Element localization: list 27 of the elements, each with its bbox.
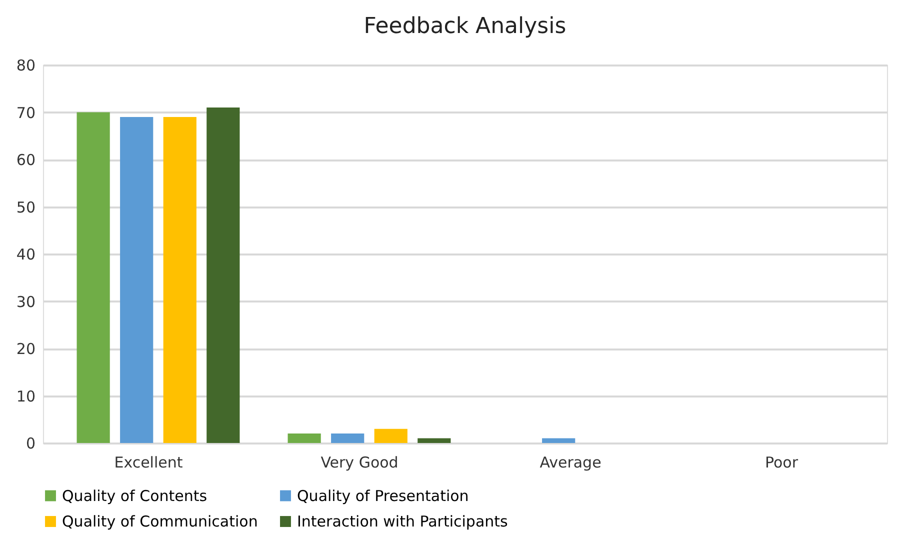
bar	[120, 116, 154, 443]
y-tick-label: 60	[16, 151, 36, 169]
y-tick-label: 80	[16, 56, 36, 74]
legend-label: Quality of Communication	[62, 512, 258, 530]
x-tick-label: Poor	[764, 454, 799, 472]
x-tick-label: Excellent	[114, 454, 183, 472]
bar	[418, 438, 451, 443]
y-tick-label: 20	[16, 340, 36, 358]
bar	[374, 428, 408, 443]
legend-label: Quality of Contents	[62, 486, 208, 505]
x-tick-label: Average	[540, 454, 602, 472]
y-tick-label: 50	[16, 198, 36, 216]
legend-label: Interaction with Participants	[297, 512, 508, 530]
bar	[288, 434, 321, 443]
y-tick-label: 30	[16, 292, 36, 311]
bar	[163, 116, 196, 443]
bar	[542, 438, 576, 443]
legend-label: Quality of Presentation	[297, 486, 469, 505]
y-tick-label: 70	[16, 104, 36, 122]
y-tick-label: 40	[16, 246, 36, 264]
bar	[331, 434, 364, 443]
bar	[76, 112, 110, 443]
x-tick-label: Very Good	[320, 454, 398, 472]
chart-title: Feedback Analysis	[364, 14, 566, 39]
y-tick-label: 10	[16, 387, 36, 406]
y-tick-label: 0	[26, 434, 36, 452]
bar	[206, 108, 240, 443]
